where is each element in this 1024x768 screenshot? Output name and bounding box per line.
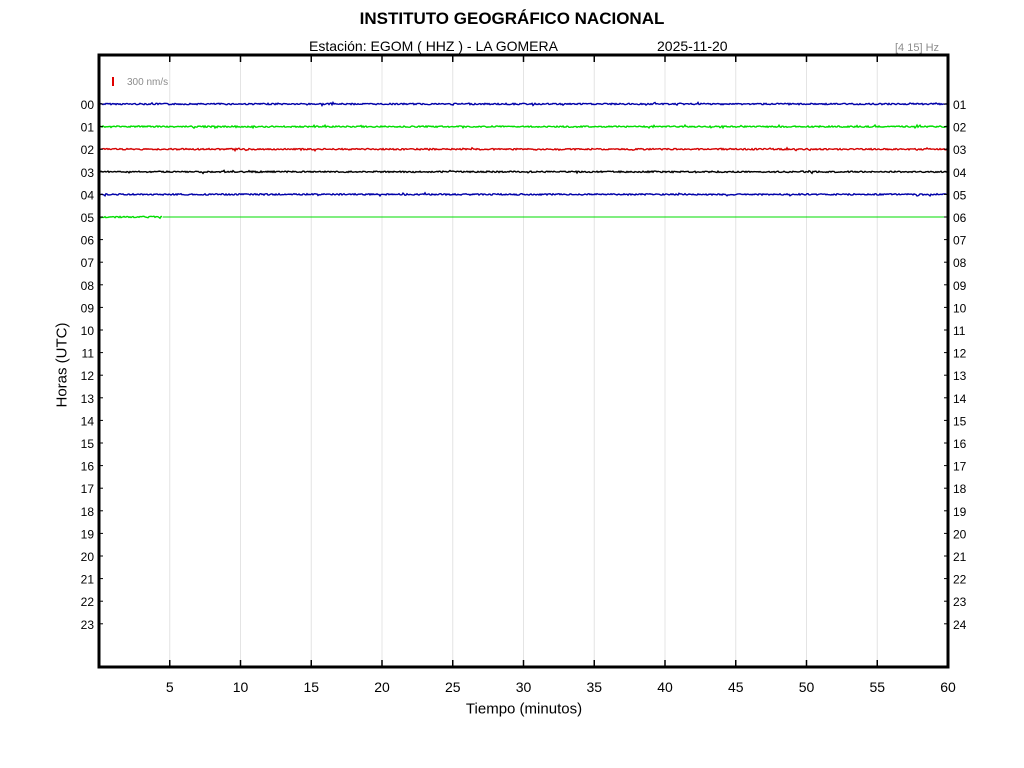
trace-hour-00 (98, 100, 949, 108)
trace-hour-05 (98, 215, 163, 220)
y-tick-label-right: 02 (953, 121, 967, 135)
x-tick-label: 5 (166, 679, 174, 695)
y-tick-label-right: 11 (953, 324, 966, 338)
y-tick-label-right: 17 (953, 460, 967, 474)
y-tick-label-right: 12 (953, 347, 967, 361)
scale-bar (112, 77, 114, 86)
y-tick-label-left: 23 (81, 618, 95, 632)
y-tick-label-right: 03 (953, 143, 967, 157)
y-tick-label-right: 19 (953, 505, 967, 519)
y-tick-label-left: 15 (81, 437, 95, 451)
y-tick-label-right: 20 (953, 527, 967, 541)
x-tick-label: 35 (586, 679, 602, 695)
y-tick-label-left: 11 (82, 347, 95, 361)
y-tick-label-right: 13 (953, 369, 967, 383)
y-tick-label-left: 17 (81, 482, 95, 496)
y-tick-label-left: 06 (81, 234, 95, 248)
y-tick-label-right: 15 (953, 414, 967, 428)
x-tick-label: 45 (728, 679, 744, 695)
station-label: Estación: EGOM ( HHZ ) - LA GOMERA (309, 38, 558, 54)
x-tick-label: 30 (516, 679, 532, 695)
x-tick-label: 10 (233, 679, 249, 695)
y-tick-label-left: 12 (81, 369, 95, 383)
y-tick-label-right: 23 (953, 595, 967, 609)
y-tick-label-right: 24 (953, 618, 967, 632)
y-tick-label-left: 14 (81, 414, 95, 428)
y-tick-label-left: 03 (81, 166, 95, 180)
axis-ticks (99, 55, 948, 667)
y-tick-label-left: 05 (81, 211, 95, 225)
y-tick-label-right: 16 (953, 437, 967, 451)
y-tick-label-left: 13 (81, 392, 95, 406)
y-tick-label-left: 20 (81, 550, 95, 564)
x-tick-label: 55 (869, 679, 885, 695)
grid-lines (169, 55, 878, 667)
trace-hour-02 (98, 146, 949, 153)
y-tick-label-left: 19 (81, 527, 95, 541)
y-tick-label-left: 04 (81, 188, 95, 202)
y-tick-label-right: 04 (953, 166, 967, 180)
y-tick-label-left: 18 (81, 505, 95, 519)
x-axis-title: Tiempo (minutos) (465, 700, 583, 718)
y-tick-label-right: 06 (953, 211, 967, 225)
y-tick-label-right: 09 (953, 279, 967, 293)
seismic-traces (98, 100, 949, 220)
y-tick-label-left: 01 (81, 121, 95, 135)
x-tick-label: 25 (445, 679, 461, 695)
y-tick-label-right: 21 (953, 550, 967, 564)
x-tick-label: 15 (303, 679, 319, 695)
y-tick-label-right: 22 (953, 573, 967, 587)
x-tick-label: 20 (374, 679, 390, 695)
y-tick-label-right: 07 (953, 234, 967, 248)
y-tick-label-left: 02 (81, 143, 95, 157)
date-label: 2025-11-20 (657, 38, 728, 54)
x-tick-label: 50 (799, 679, 815, 695)
scale-bar-label: 300 nm/s (127, 77, 169, 88)
x-tick-label: 60 (940, 679, 956, 695)
y-tick-label-left: 21 (81, 573, 95, 587)
y-tick-label-left: 07 (81, 256, 95, 270)
y-tick-label-left: 16 (81, 460, 95, 474)
y-tick-label-left: 08 (81, 279, 95, 293)
y-tick-label-left: 00 (81, 98, 95, 112)
trace-hour-04 (98, 191, 949, 198)
y-tick-label-right: 01 (953, 98, 967, 112)
y-tick-label-left: 09 (81, 301, 95, 315)
y-axis-title: Horas (UTC) (53, 322, 71, 408)
axis-tick-labels: 5 10 15 20 25 30 35 40 45 50 55 60 00 01 02 03 04 05 06 07 0… (81, 98, 967, 695)
y-tick-label-left: 10 (81, 324, 95, 338)
trace-hour-03 (99, 169, 949, 175)
frequency-band-label: [4 15] Hz (895, 42, 940, 54)
y-tick-label-right: 10 (953, 301, 967, 315)
y-tick-label-left: 22 (81, 595, 95, 609)
trace-hour-01 (98, 123, 949, 130)
y-tick-label-right: 08 (953, 256, 967, 270)
y-tick-label-right: 18 (953, 482, 967, 496)
chart-title: INSTITUTO GEOGRÁFICO NACIONAL (359, 9, 665, 28)
x-tick-label: 40 (657, 679, 673, 695)
y-tick-label-right: 14 (953, 392, 967, 406)
y-tick-label-right: 05 (953, 188, 967, 202)
